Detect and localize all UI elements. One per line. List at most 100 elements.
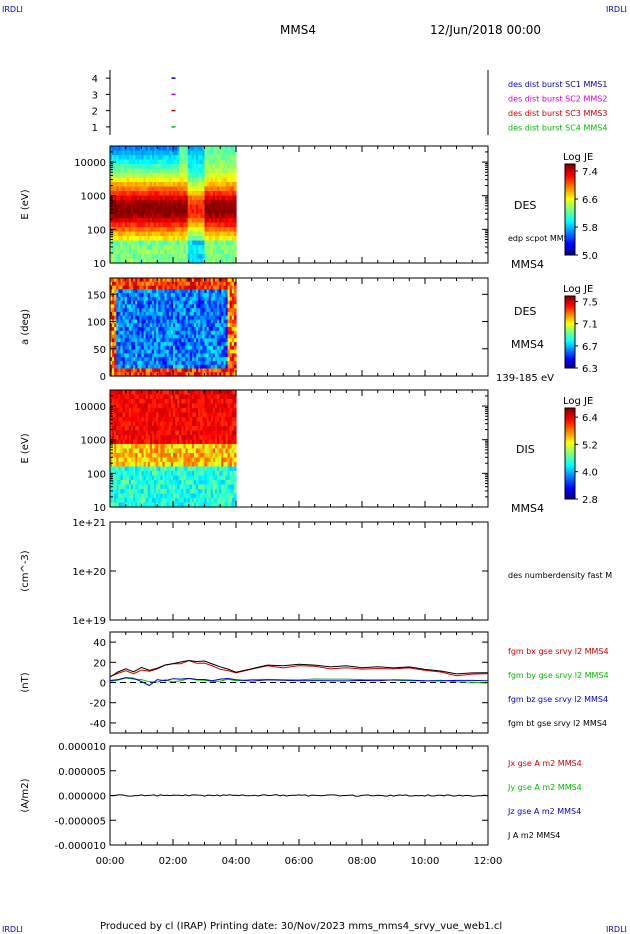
spectrogram-cell [145, 245, 149, 251]
spectrogram-cell [156, 360, 159, 366]
spectrogram-cell [204, 222, 208, 228]
spectrogram-cell [112, 218, 115, 224]
spectrogram-cell [137, 439, 140, 445]
spectrogram-cell [185, 150, 189, 156]
spectrogram-cell [168, 155, 172, 161]
spectrogram-cell [133, 489, 136, 495]
spectrogram-cell [177, 421, 180, 427]
spectrogram-cell [158, 457, 161, 463]
spectrogram-cell [225, 311, 229, 317]
spectrogram-cell [110, 249, 113, 255]
spectrogram-cell [233, 439, 237, 445]
spectrogram-cell [149, 155, 153, 161]
spectrogram-cell [141, 231, 145, 237]
spectrogram-cell [175, 421, 178, 427]
spectrogram-cell [149, 426, 153, 432]
spectrogram-cell [126, 349, 130, 354]
spectrogram-cell [187, 498, 191, 504]
spectrogram-cell [189, 390, 193, 396]
spectrogram-cell [219, 471, 222, 477]
spectrogram-cell [133, 304, 136, 309]
spectrogram-cell [200, 357, 203, 362]
spectrogram-cell [202, 236, 206, 242]
spectrogram-cell [162, 245, 166, 251]
colorbar-tick-label: 6.6 [582, 195, 598, 206]
spectrogram-cell [112, 408, 115, 414]
y-tick-label: 1000 [81, 436, 106, 447]
spectrogram-cell [145, 327, 149, 332]
spectrogram-cell [227, 289, 231, 294]
spectrogram-cell [139, 394, 143, 400]
spectrogram-cell [124, 186, 128, 192]
spectrogram-cell [229, 200, 233, 206]
spectrogram-cell [162, 222, 166, 228]
spectrogram-cell [189, 150, 193, 156]
spectrogram-cell [181, 480, 185, 486]
spectrogram-cell [131, 498, 134, 504]
spectrogram-cell [219, 357, 222, 362]
spectrogram-cell [170, 403, 174, 409]
spectrogram-cell [181, 204, 185, 210]
spectrogram-cell [135, 258, 138, 264]
spectrogram-cell [189, 334, 193, 339]
spectrogram-cell [194, 146, 197, 152]
spectrogram-cell [112, 164, 115, 170]
spectrogram-cell [122, 430, 126, 436]
spectrogram-cell [128, 357, 132, 362]
spectrogram-cell [160, 195, 164, 201]
spectrogram-cell [118, 222, 122, 228]
spectrogram-cell [160, 222, 164, 228]
spectrogram-cell [166, 311, 170, 317]
spectrogram-cell [208, 471, 212, 477]
spectrogram-cell [196, 218, 199, 224]
spectrogram-cell [154, 502, 157, 508]
spectrogram-cell [194, 236, 197, 242]
spectrogram-cell [118, 453, 122, 459]
spectrogram-cell [168, 489, 172, 495]
spectrogram-cell [223, 342, 227, 347]
spectrogram-cell [217, 444, 220, 450]
spectrogram-cell [124, 213, 128, 219]
spectrogram-cell [166, 285, 170, 290]
spectrogram-cell [164, 462, 168, 468]
spectrogram-cell [175, 471, 178, 477]
spectrogram-cell [145, 421, 149, 427]
spectrogram-cell [217, 227, 220, 233]
spectrogram-cell [137, 200, 140, 206]
spectrogram-cell [137, 195, 140, 201]
spectrogram-cell [198, 155, 201, 161]
spectrogram-cell [131, 204, 134, 210]
spectrogram-cell [149, 293, 153, 298]
spectrogram-cell [187, 173, 191, 179]
spectrogram-cell [152, 412, 155, 418]
spectrogram-cell [137, 349, 140, 354]
spectrogram-cell [137, 403, 140, 409]
spectrogram-cell [118, 249, 122, 255]
spectrogram-cell [160, 435, 164, 441]
spectrogram-cell [189, 502, 193, 508]
spectrogram-cell [126, 289, 130, 294]
spectrogram-cell [149, 435, 153, 441]
spectrogram-cell [217, 360, 220, 366]
spectrogram-cell [133, 191, 136, 197]
spectrogram-cell [191, 191, 195, 197]
spectrogram-cell [194, 222, 197, 228]
spectrogram-cell [189, 289, 193, 294]
spectrogram-cell [128, 498, 132, 504]
spectrogram-cell [204, 421, 208, 427]
spectrogram-cell [189, 323, 193, 328]
spectrogram-cell [168, 168, 172, 174]
spectrogram-cell [227, 300, 231, 305]
spectrogram-cell [116, 150, 119, 156]
spectrogram-cell [223, 484, 227, 490]
spectrogram-cell [145, 296, 149, 302]
spectrogram-cell [116, 403, 119, 409]
spectrogram-cell [179, 209, 182, 215]
spectrogram-cell [194, 330, 197, 336]
spectrogram-cell [173, 372, 176, 377]
spectrogram-cell [173, 231, 176, 237]
spectrogram-cell [152, 493, 155, 499]
spectrogram-cell [181, 311, 185, 317]
spectrogram-cell [122, 195, 126, 201]
spectrogram-cell [196, 150, 199, 156]
